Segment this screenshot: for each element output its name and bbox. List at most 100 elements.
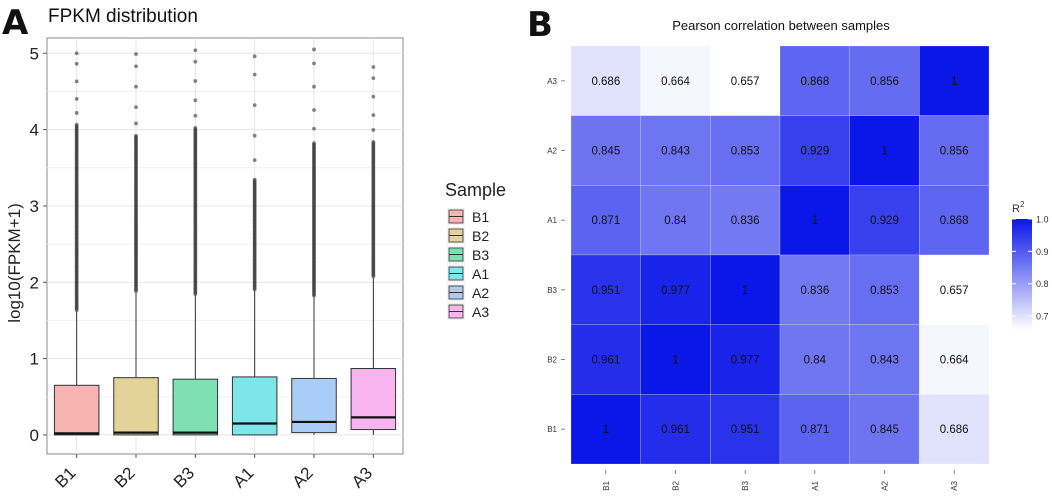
outlier-point: [312, 84, 316, 89]
y-label: B1: [547, 425, 557, 434]
colorbar-title: R2: [1012, 200, 1025, 215]
boxplot-title: FPKM distribution: [48, 6, 198, 27]
cell-A2-A1: [779, 115, 850, 186]
cell-value: 0.664: [940, 355, 969, 367]
colorbar-tick-label: 1.0: [1036, 215, 1049, 225]
heatmap-y-axis: A3 A2 A1 B3 B2 B1: [547, 77, 565, 434]
colorbar-tick-label: 0.9: [1036, 247, 1049, 257]
cell-value: 1: [812, 215, 818, 227]
cell-B2-B2: [640, 324, 711, 395]
x-label: B2: [672, 480, 681, 490]
colorbar-gradient: [1012, 219, 1032, 330]
outlier-point: [252, 103, 257, 108]
cell-A3-A3: [919, 45, 990, 116]
cell-B2-A3: [919, 324, 990, 395]
cell-A2-B1: [570, 115, 641, 186]
cell-value: 1: [881, 146, 887, 158]
outlier-point: [252, 133, 257, 138]
y-label: A1: [547, 216, 557, 225]
boxplot-y-axis-label: log10(FPKM+1): [5, 203, 24, 323]
cell-A2-B2: [640, 115, 711, 186]
y-label: B3: [547, 286, 557, 295]
cell-value: 0.929: [870, 215, 899, 227]
y-tick-label: 4: [30, 121, 39, 140]
y-tick-label: 1: [30, 350, 39, 369]
outlier-point: [252, 72, 257, 77]
boxplot-y-axis: 0 1 2 3 4 5: [30, 44, 47, 445]
x-label: A3: [950, 480, 959, 490]
cell-value: 0.686: [940, 424, 969, 436]
y-label: B2: [547, 356, 557, 365]
outlier-point: [252, 54, 257, 59]
legend-label: B2: [472, 228, 489, 244]
cell-value: 1: [742, 285, 748, 297]
cell-value: 0.856: [940, 146, 969, 158]
cell-A1-B3: [710, 185, 781, 256]
cell-value: 0.843: [870, 355, 899, 367]
cell-A1-A1: [779, 185, 850, 256]
cell-value: 0.853: [731, 146, 760, 158]
outlier-point: [312, 61, 316, 66]
cell-B1-A1: [779, 394, 850, 465]
legend-label: B1: [472, 209, 489, 225]
outlier-point: [312, 141, 316, 146]
cell-value: 0.843: [661, 146, 690, 158]
cell-B2-B3: [710, 324, 781, 395]
y-tick-label: 2: [30, 273, 39, 292]
cell-value: 0.845: [870, 424, 899, 436]
cell-value: 0.84: [664, 215, 687, 227]
cell-value: 1: [672, 355, 678, 367]
outlier-point: [193, 79, 198, 83]
legend-label: B3: [472, 247, 489, 263]
box-A2: [291, 47, 337, 435]
cell-A2-B3: [710, 115, 781, 186]
y-label: A2: [547, 147, 557, 156]
box-body: [291, 377, 337, 434]
cell-value: 0.657: [731, 76, 760, 88]
cell-value: 0.977: [731, 355, 760, 367]
cell-A1-A2: [849, 185, 920, 256]
cell-value: 0.868: [940, 215, 969, 227]
cell-value: 0.871: [800, 424, 829, 436]
colorbar-tick-label: 0.8: [1036, 279, 1049, 289]
cell-value: 0.951: [591, 285, 620, 297]
x-tick-label: A1: [229, 463, 257, 491]
cell-value: 1: [603, 424, 609, 436]
outlier-point: [134, 133, 138, 138]
x-label: A1: [811, 480, 820, 490]
cell-value: 0.951: [731, 424, 760, 436]
heatmap-cells: 0.686 0.664 0.657 0.868 0.856 1 0.845 0.843 0.85…: [570, 45, 990, 465]
cell-B3-B1: [570, 254, 641, 325]
cell-A1-B2: [640, 185, 711, 256]
heatmap-title: Pearson correlation between samples: [672, 18, 890, 33]
cell-value: 0.929: [800, 146, 829, 158]
cell-A3-B2: [640, 45, 711, 116]
outlier-point: [371, 76, 376, 81]
boxplot-plot-area: [46, 37, 404, 455]
cell-A3-A2: [849, 45, 920, 116]
outlier-point: [252, 177, 257, 182]
cell-B1-B3: [710, 394, 781, 465]
cell-value: 0.686: [591, 76, 620, 88]
cell-value: 0.871: [591, 215, 620, 227]
cell-value: 0.657: [940, 285, 969, 297]
box-body: [53, 384, 100, 436]
box-A3: [350, 65, 397, 435]
y-tick-label: 5: [30, 44, 39, 63]
y-tick-label: 3: [30, 197, 39, 216]
outlier-point: [193, 48, 198, 53]
y-tick-label: 0: [30, 426, 39, 445]
cell-B1-B1: [570, 394, 641, 465]
outlier-point: [312, 47, 316, 52]
boxplot-x-axis: B1 B2 B3 A1 A2 A3: [51, 454, 376, 492]
x-tick-label: A3: [348, 463, 376, 491]
boxplot-boxes: [53, 47, 397, 436]
cell-B3-B3: [710, 254, 781, 325]
outlier-point: [74, 61, 79, 66]
cell-A3-B3: [710, 45, 781, 116]
cell-A1-A3: [919, 185, 990, 256]
x-label: A2: [881, 480, 890, 490]
legend-label: A2: [472, 285, 489, 301]
